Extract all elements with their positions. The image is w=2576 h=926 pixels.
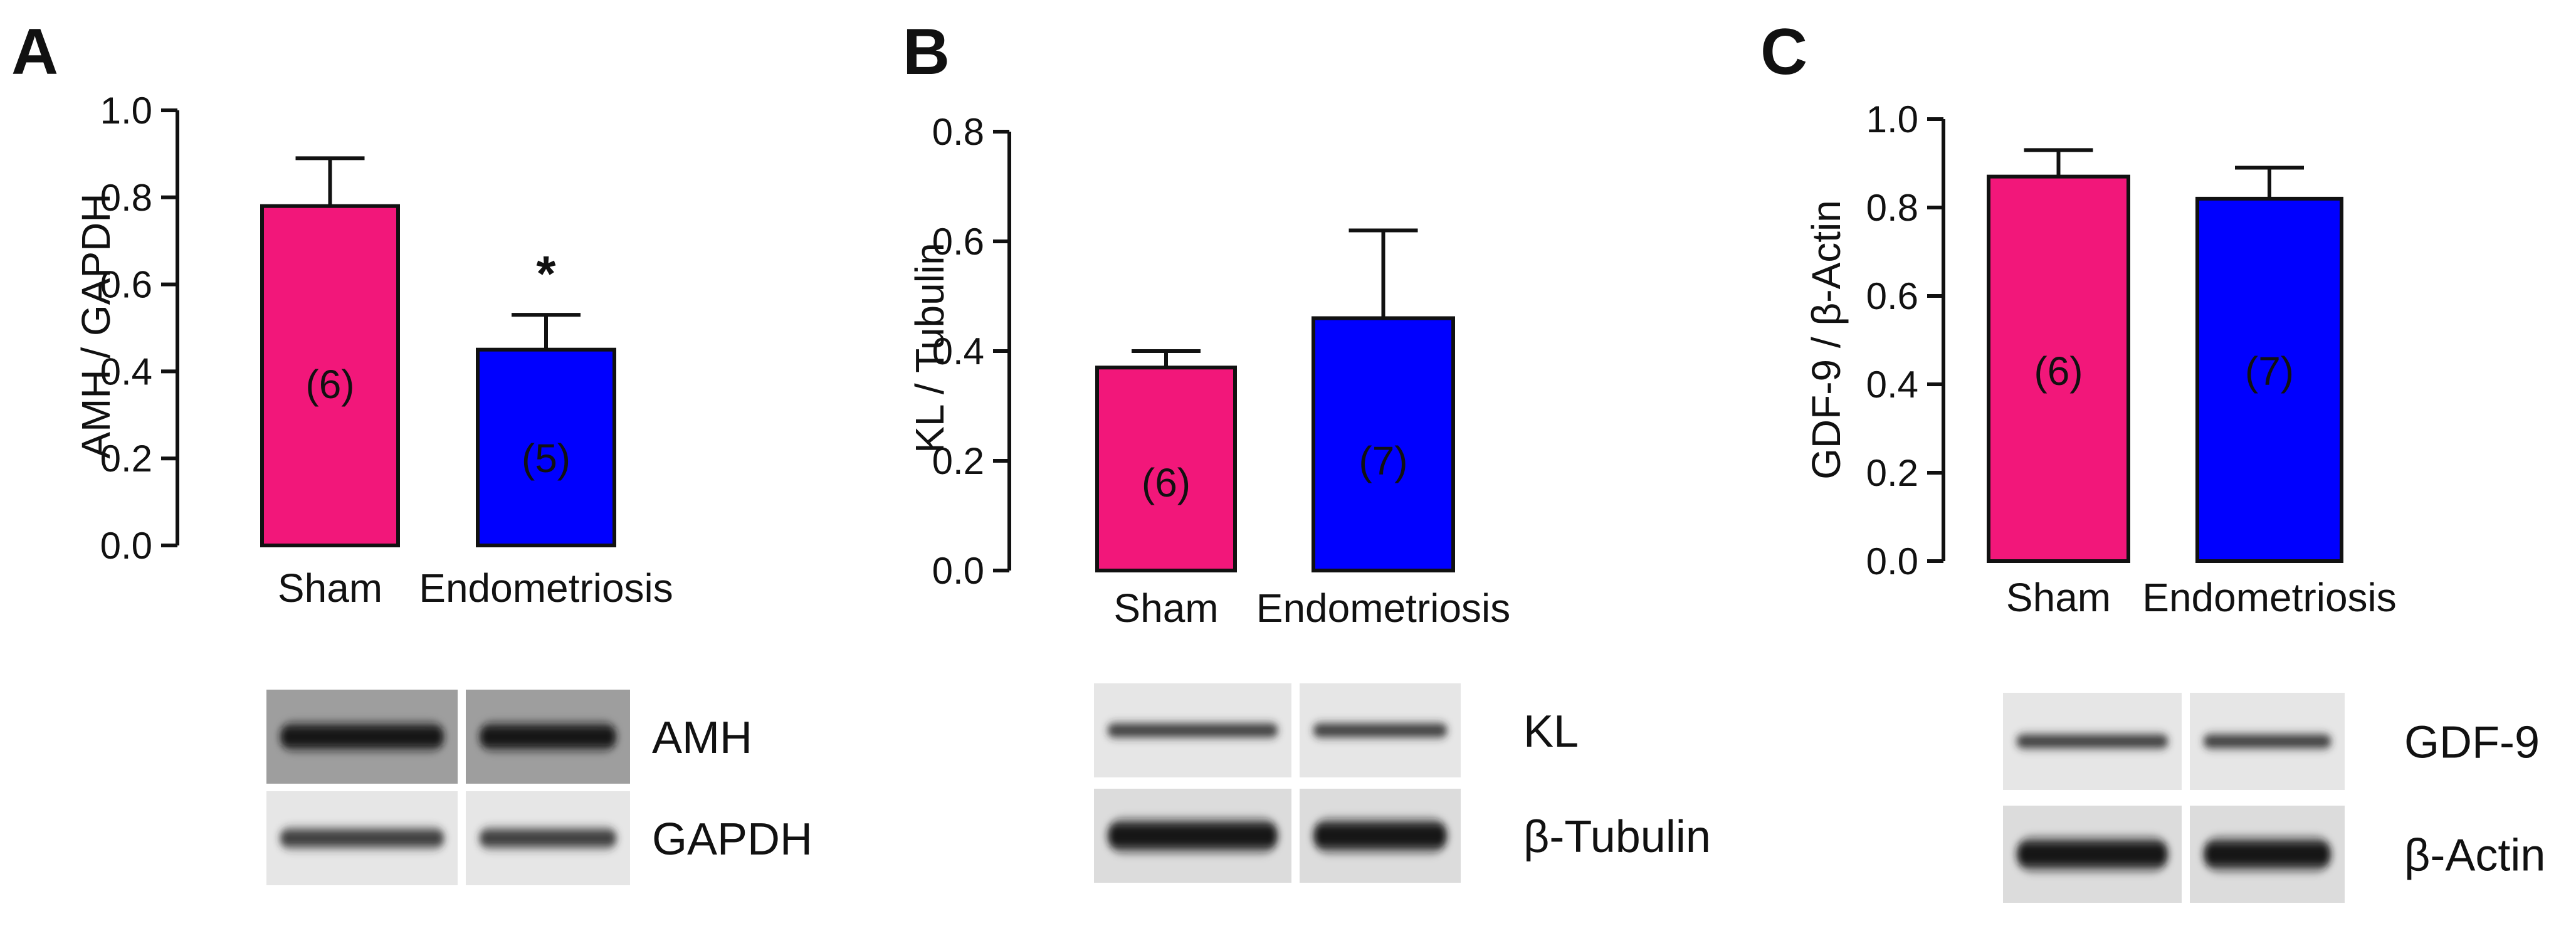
panel-b: B 0.0 0.2 0.4 0.6 0.8 KL / Tubulin (6) Sham (7) En… <box>903 16 1711 883</box>
bar-endometriosis <box>476 347 616 547</box>
blot-row: β-Tubulin <box>1094 789 1711 883</box>
panel-letter: C <box>1760 16 1807 88</box>
y-tick-label: 1.0 <box>1866 98 1918 140</box>
bar-endometriosis <box>1312 316 1455 572</box>
y-tick-label: 0.4 <box>932 330 984 372</box>
x-category-label: Sham <box>1113 586 1218 631</box>
blot-row: GAPDH <box>266 791 812 885</box>
n-label: (5) <box>522 436 570 481</box>
blot-band <box>480 824 616 853</box>
panel-letter: A <box>11 16 58 88</box>
blot-band <box>1313 815 1447 856</box>
y-tick-label: 0.0 <box>932 550 984 592</box>
y-tick-label: 0.2 <box>1866 452 1918 494</box>
blot-label: GDF-9 <box>2404 718 2540 768</box>
blot-band <box>480 719 616 754</box>
blot-band <box>1108 815 1278 856</box>
y-tick-label: 0.0 <box>1866 540 1918 582</box>
x-category-label: Endometriosis <box>2142 575 2397 620</box>
bar-sham <box>260 204 400 547</box>
y-tick-label: 0.2 <box>932 440 984 482</box>
panel-letter: B <box>903 16 950 88</box>
y-tick-label: 0.0 <box>100 525 152 567</box>
significance-marker: * <box>536 246 556 302</box>
blot-band <box>2204 730 2331 752</box>
y-axis-label: KL / Tubulin <box>907 243 952 453</box>
bar-sham <box>1095 366 1237 572</box>
y-tick-label: 0.4 <box>1866 364 1918 406</box>
panel-c: C 0.0 0.2 0.4 0.6 0.8 1.0 GDF-9 / β-Actin (6) Sha… <box>1760 16 2545 903</box>
n-label: (7) <box>2245 349 2294 394</box>
blot-label: β-Tubulin <box>1523 812 1711 862</box>
y-tick-label: 0.6 <box>1866 275 1918 317</box>
y-tick-label: 0.8 <box>932 111 984 153</box>
blot-row: KL <box>1094 683 1579 777</box>
y-axis-label: GDF-9 / β-Actin <box>1804 200 1849 480</box>
y-tick-label: 1.0 <box>100 90 152 132</box>
x-category-label: Sham <box>278 566 382 611</box>
n-label: (6) <box>2034 349 2083 394</box>
panel-a: A 0.0 0.2 0.4 0.6 0.8 1.0 AMH / GAPDH (6) Sham (5)… <box>11 16 812 885</box>
y-axis-label: AMH / GAPDH <box>73 193 118 458</box>
blot-row: GDF-9 <box>2003 693 2540 790</box>
blot-band <box>1313 720 1447 741</box>
n-label: (6) <box>305 362 354 407</box>
blot-row: AMH <box>266 690 752 784</box>
blot-band <box>280 719 444 754</box>
blot-band <box>1108 720 1278 741</box>
y-tick-label: 0.8 <box>1866 187 1918 229</box>
x-category-label: Endometriosis <box>419 566 673 611</box>
blot-label: KL <box>1523 707 1579 757</box>
x-category-label: Sham <box>2006 575 2111 620</box>
bar-endometriosis <box>2195 196 2343 563</box>
y-tick-label: 0.4 <box>100 350 152 392</box>
n-label: (7) <box>1359 438 1407 483</box>
bar-sham <box>1987 174 2130 563</box>
blot-band <box>2017 730 2168 752</box>
blot-band <box>2204 833 2331 875</box>
blot-label: GAPDH <box>652 814 812 865</box>
y-tick-label: 0.6 <box>932 221 984 263</box>
y-tick-label: 0.2 <box>100 438 152 480</box>
n-label: (6) <box>1142 460 1191 505</box>
blot-band <box>2017 833 2168 875</box>
blot-band <box>280 824 444 853</box>
blot-label: β-Actin <box>2404 831 2545 881</box>
y-tick-label: 0.8 <box>100 177 152 219</box>
x-category-label: Endometriosis <box>1256 586 1511 631</box>
y-tick-label: 0.6 <box>100 264 152 306</box>
blot-label: AMH <box>652 713 752 763</box>
blot-row: β-Actin <box>2003 806 2545 903</box>
